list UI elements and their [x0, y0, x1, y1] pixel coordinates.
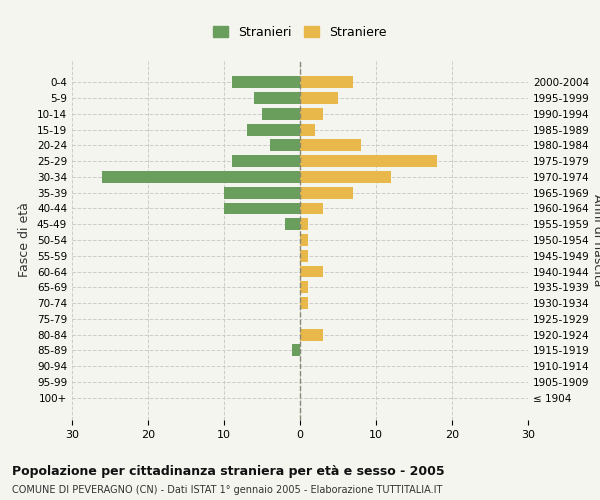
Bar	[300, 234, 308, 246]
Bar	[224, 202, 300, 214]
Bar	[247, 124, 300, 136]
Bar	[300, 108, 323, 120]
Bar	[300, 250, 308, 262]
Bar	[269, 140, 300, 151]
Bar	[300, 92, 338, 104]
Legend: Stranieri, Straniere: Stranieri, Straniere	[207, 20, 393, 45]
Text: COMUNE DI PEVERAGNO (CN) - Dati ISTAT 1° gennaio 2005 - Elaborazione TUTTITALIA.: COMUNE DI PEVERAGNO (CN) - Dati ISTAT 1°…	[12, 485, 442, 495]
Bar	[254, 92, 300, 104]
Bar	[300, 266, 323, 278]
Bar	[300, 140, 361, 151]
Bar	[300, 76, 353, 88]
Bar	[262, 108, 300, 120]
Bar	[300, 297, 308, 309]
Bar	[292, 344, 300, 356]
Bar	[300, 171, 391, 183]
Bar	[103, 171, 300, 183]
Text: Popolazione per cittadinanza straniera per età e sesso - 2005: Popolazione per cittadinanza straniera p…	[12, 465, 445, 478]
Bar	[300, 155, 437, 167]
Y-axis label: Anni di nascita: Anni di nascita	[590, 194, 600, 286]
Bar	[300, 202, 323, 214]
Bar	[285, 218, 300, 230]
Bar	[300, 328, 323, 340]
Y-axis label: Fasce di età: Fasce di età	[19, 202, 31, 278]
Bar	[232, 155, 300, 167]
Bar	[232, 76, 300, 88]
Bar	[300, 282, 308, 293]
Bar	[300, 218, 308, 230]
Bar	[300, 124, 315, 136]
Bar	[224, 187, 300, 198]
Bar	[300, 187, 353, 198]
